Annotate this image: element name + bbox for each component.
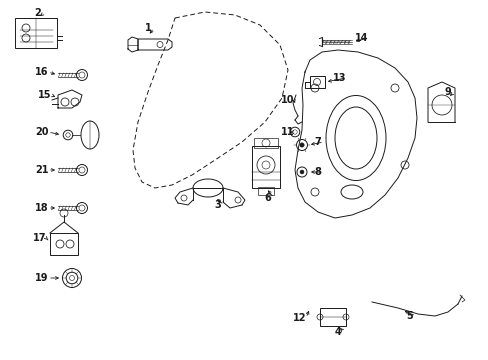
Bar xyxy=(15,18,57,48)
Text: 10: 10 xyxy=(281,95,294,105)
Text: 13: 13 xyxy=(332,73,346,83)
Text: 17: 17 xyxy=(33,233,47,243)
Text: 16: 16 xyxy=(35,67,49,77)
Bar xyxy=(251,146,280,188)
Text: 18: 18 xyxy=(35,203,49,213)
Text: 4: 4 xyxy=(334,327,341,337)
Bar xyxy=(253,138,278,148)
Text: 15: 15 xyxy=(38,90,52,100)
Text: 9: 9 xyxy=(444,87,450,97)
Circle shape xyxy=(299,170,304,174)
Circle shape xyxy=(299,143,304,147)
Bar xyxy=(258,187,273,195)
Text: 2: 2 xyxy=(35,8,41,18)
Text: 3: 3 xyxy=(214,200,221,210)
Text: 7: 7 xyxy=(314,137,321,147)
Text: 21: 21 xyxy=(35,165,49,175)
Text: 1: 1 xyxy=(144,23,151,33)
Bar xyxy=(309,76,325,88)
Text: 6: 6 xyxy=(264,193,271,203)
Text: 14: 14 xyxy=(354,33,368,43)
Text: 8: 8 xyxy=(314,167,321,177)
Text: 19: 19 xyxy=(35,273,49,283)
Text: 12: 12 xyxy=(293,313,306,323)
Bar xyxy=(319,308,346,326)
Text: 11: 11 xyxy=(281,127,294,137)
Text: 20: 20 xyxy=(35,127,49,137)
Bar xyxy=(50,233,78,255)
Text: 5: 5 xyxy=(406,311,412,321)
